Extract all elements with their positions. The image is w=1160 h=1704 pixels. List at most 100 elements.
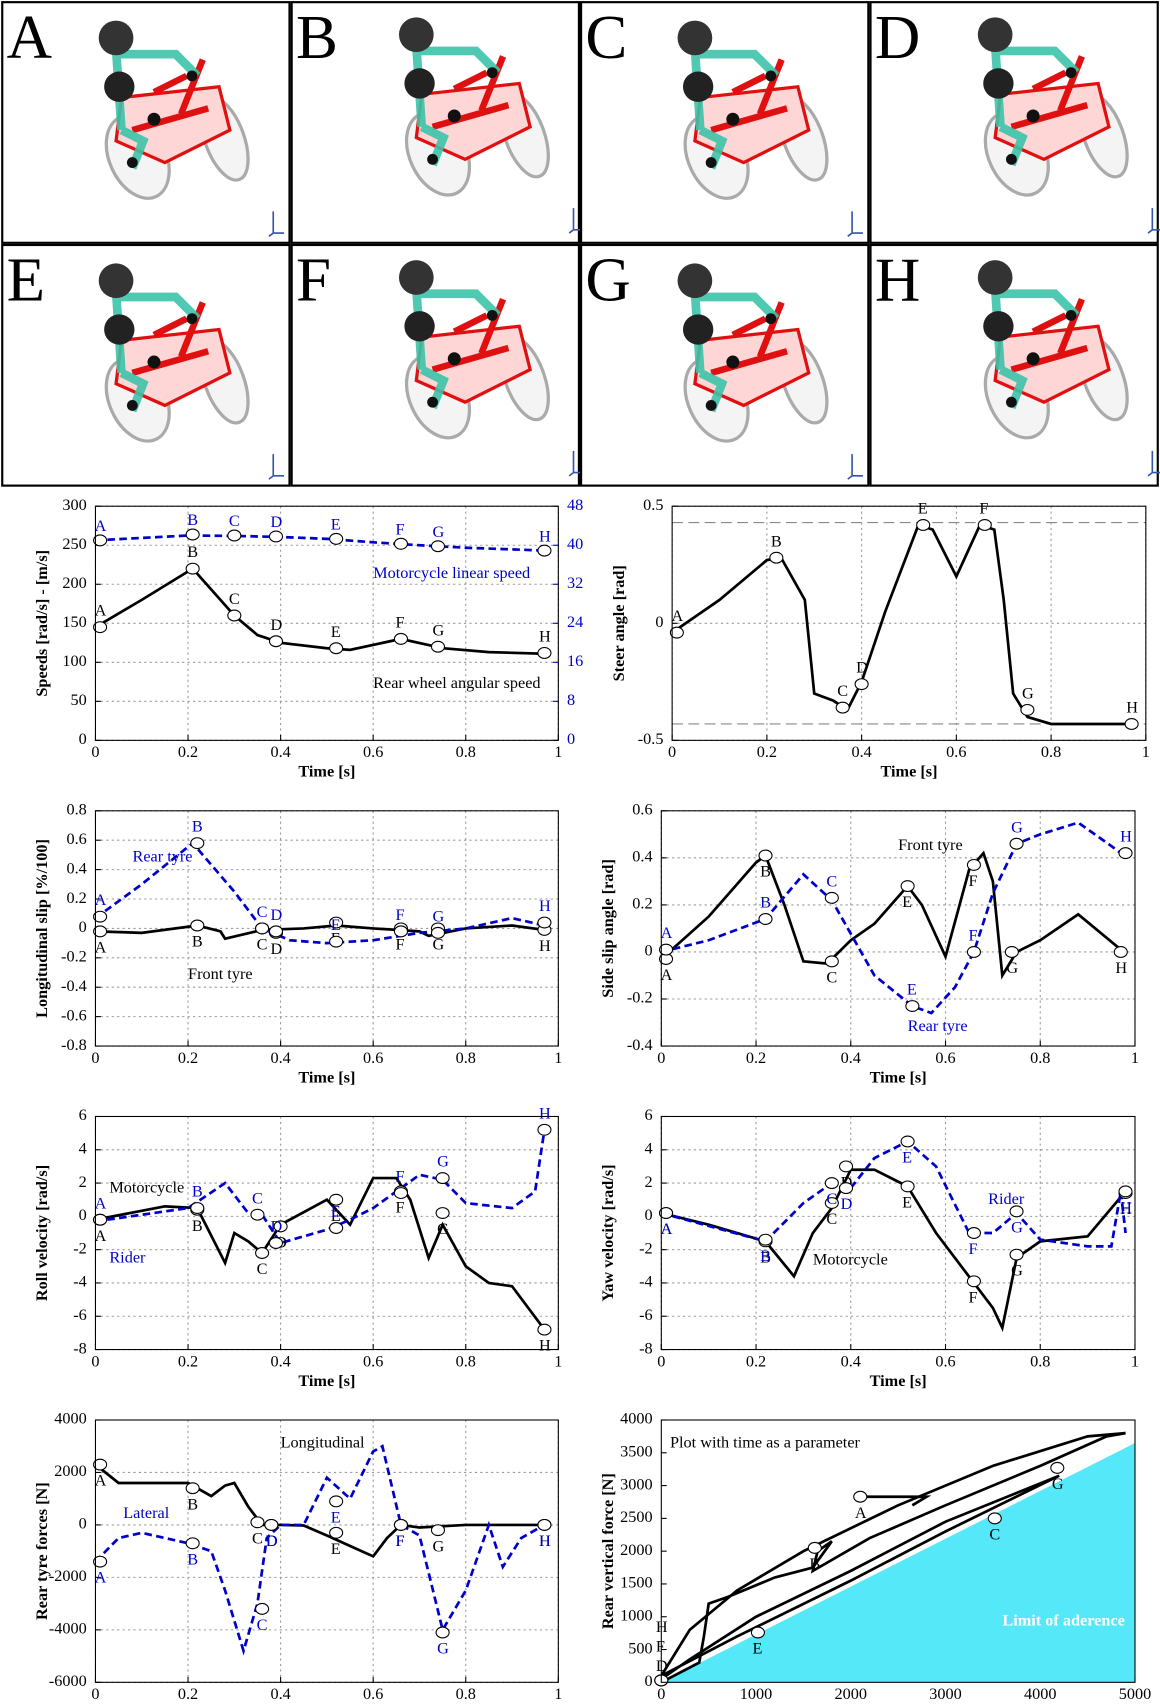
render-panel: H [869, 243, 1160, 487]
point-marker [838, 1160, 854, 1173]
y-tick-label: -0.4 [627, 1036, 653, 1054]
x-tick-label: 1 [1142, 743, 1150, 761]
point-marker [824, 955, 839, 968]
y-tick-label: 3500 [620, 1443, 653, 1461]
point-marker [750, 1626, 765, 1639]
x-tick-label: 0.6 [935, 1352, 955, 1370]
point-label: A [95, 1227, 107, 1245]
point-label: F [396, 935, 405, 953]
point-label: C [252, 1529, 263, 1547]
line-chart: -6000 -4000 -2000 0 2000 4000 0 0.2 0.4 0.6 0.8 1 Lo… [33, 1410, 562, 1703]
y-axis-label: Yaw velocity [rad/s] [599, 1164, 617, 1301]
point-label: B [771, 532, 782, 550]
point-marker [264, 1518, 279, 1531]
point-marker [255, 1602, 270, 1615]
point-label: D [271, 1218, 283, 1236]
point-label: D [271, 906, 283, 924]
point-label: B [187, 543, 198, 561]
point-marker [393, 537, 408, 550]
y-tick-label: -8 [73, 1339, 87, 1357]
point-label: B [760, 863, 771, 881]
y-tick-label: 0.4 [632, 848, 652, 866]
plot-area [95, 1420, 559, 1683]
point-marker [430, 926, 446, 939]
point-label: D [856, 659, 868, 677]
y-axis-label: Steer angle [rad] [610, 565, 628, 681]
point-marker [537, 916, 552, 929]
panel-label: A [7, 2, 52, 72]
x-tick-label: 1 [554, 1352, 562, 1370]
plot-frame [660, 810, 1136, 1047]
y-tick-label: 0.4 [66, 859, 86, 877]
point-marker [537, 1518, 552, 1531]
panel-label: F [296, 245, 331, 315]
point-label: G [433, 907, 445, 925]
point-label: F [396, 1532, 405, 1550]
y-tick-label: 4000 [54, 1410, 87, 1428]
point-marker [268, 530, 284, 543]
point-label: G [433, 523, 445, 541]
series-label: Motorcycle [109, 1178, 184, 1196]
point-label: C [257, 1616, 268, 1634]
x-tick-label: 0.8 [456, 1352, 476, 1370]
x-tick-label: 1 [554, 743, 562, 761]
y-tick-label: 2 [645, 1173, 653, 1191]
point-marker [329, 532, 344, 545]
y-tick-label: -0.2 [61, 948, 87, 966]
point-label: C [989, 1525, 1000, 1543]
point-marker [273, 1220, 288, 1233]
point-label: D [656, 1657, 668, 1675]
point-marker [758, 849, 773, 862]
point-marker [916, 518, 931, 531]
point-label: A [95, 891, 107, 909]
point-marker [1118, 847, 1133, 860]
series-label: Front tyre [188, 965, 253, 983]
y-tick-label: -4 [73, 1273, 87, 1291]
series-label: Rear wheel angular speed [373, 674, 540, 692]
point-label: A [671, 607, 683, 625]
x-tick-label: 0 [657, 1049, 665, 1067]
point-label: G [437, 1220, 449, 1238]
point-marker [185, 1482, 200, 1495]
series-line [94, 566, 545, 656]
y-tick-label: 4 [79, 1140, 87, 1158]
x-tick-label: 0.4 [841, 1352, 861, 1370]
point-label: F [979, 500, 988, 518]
point-marker [537, 1123, 552, 1136]
point-marker [185, 1537, 200, 1550]
point-label: E [902, 1149, 912, 1167]
point-marker [537, 1323, 552, 1336]
y-tick-label: -0.2 [627, 989, 653, 1007]
point-label: H [539, 1532, 551, 1550]
point-label: G [1011, 818, 1023, 836]
point-label: D [271, 616, 283, 634]
panel-grid: A B C D E F G H [1, 1, 1160, 487]
y-tick-label: 2000 [54, 1462, 87, 1480]
point-label: D [266, 1532, 278, 1550]
point-label: A [661, 966, 673, 984]
point-marker [329, 1193, 344, 1206]
point-marker [185, 528, 200, 541]
y-tick-label: 2500 [620, 1508, 653, 1526]
y-tick-label: 0 [79, 730, 87, 748]
x-axis-label: Time [s] [870, 1068, 927, 1086]
point-marker [329, 1222, 344, 1234]
y-tick-label: 100 [62, 652, 86, 670]
y-tick-label: 250 [62, 535, 86, 553]
line-chart: -8 -6 -4 -2 0 2 4 6 0 0.2 0.4 0.6 0.8 1 Motorcycle Ride… [33, 1104, 562, 1389]
point-label: H [539, 1532, 551, 1550]
x-tick-label: 4000 [1024, 1685, 1057, 1703]
point-label: B [809, 1555, 820, 1573]
point-marker [185, 562, 200, 575]
x-tick-label: 0.4 [270, 1049, 290, 1067]
point-marker [1118, 1185, 1133, 1198]
point-label: G [1052, 1475, 1064, 1493]
point-label: B [192, 818, 203, 836]
point-label: G [1011, 1218, 1023, 1236]
series-label: Rear tyre [908, 1017, 968, 1035]
series-line [657, 1431, 1126, 1684]
x-tick-label: 0.4 [841, 1049, 861, 1067]
point-marker [393, 1518, 408, 1531]
x-tick-label: 0 [668, 743, 676, 761]
point-label: C [229, 590, 240, 608]
